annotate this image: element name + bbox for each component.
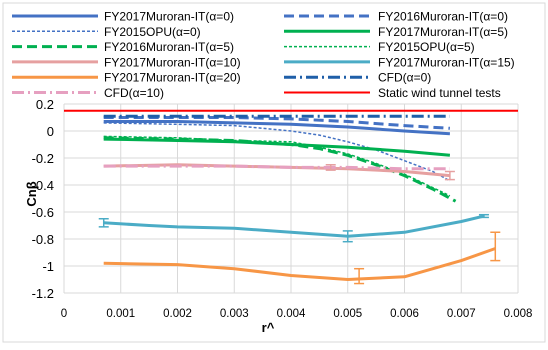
- legend-item: FY2017Muroran-IT(α=5): [284, 25, 508, 39]
- y-tick-label: -1.2: [32, 286, 54, 301]
- legend-label: FY2017Muroran-IT(α=20): [104, 71, 241, 85]
- legend-item: FY2015OPU(α=5): [284, 40, 475, 54]
- x-tick-label: 0.001: [106, 308, 135, 320]
- series-line-5: [103, 135, 451, 197]
- x-tick-label: 0.002: [163, 308, 192, 320]
- x-tick-label: 0: [61, 308, 67, 320]
- y-tick-labels: 0.2 0 -0.2 -0.4 -0.6 -0.8 -1 -1.2: [32, 97, 54, 301]
- x-tick-label: 0.006: [390, 308, 419, 320]
- legend-item: FY2017Muroran-IT(α=0): [12, 10, 234, 24]
- y-tick-label: -0.8: [32, 232, 54, 247]
- series-line-8: [103, 247, 496, 281]
- legend-item: CFD(α=10): [12, 86, 164, 100]
- legend-label: FY2017Muroran-IT(α=5): [378, 25, 508, 39]
- error-bar: [342, 230, 353, 243]
- legend-item: FY2016Muroran-IT(α=0): [284, 10, 508, 24]
- error-bar: [325, 164, 336, 171]
- y-tick-label: 0: [47, 124, 54, 139]
- legend-item: Static wind tunnel tests: [284, 86, 501, 100]
- legend-label: Static wind tunnel tests: [378, 86, 501, 100]
- legend-item: FY2017Muroran-IT(α=10): [12, 55, 241, 69]
- error-bar: [478, 213, 489, 219]
- y-tick-label: 0.2: [36, 97, 54, 112]
- series-line-10: [103, 164, 450, 171]
- series-line-4: [103, 136, 457, 203]
- y-tick-label: -0.2: [32, 151, 54, 166]
- y-tick-label: -1: [42, 259, 54, 274]
- error-bar: [490, 231, 501, 262]
- legend-item: FY2017Muroran-IT(α=20): [12, 71, 241, 85]
- x-tick-label: 0.003: [220, 308, 249, 320]
- y-axis-label: Cnβ: [24, 181, 39, 206]
- x-tick-label: 0.008: [504, 308, 533, 320]
- legend-label: FY2015OPU(α=5): [378, 40, 475, 54]
- series-line-0: [103, 120, 450, 136]
- x-tick-label: 0.004: [277, 308, 306, 320]
- legend-label: FY2017Muroran-IT(α=15): [378, 55, 515, 69]
- legend-item: FY2016Muroran-IT(α=5): [12, 40, 234, 54]
- legend-item: FY2015OPU(α=0): [12, 25, 201, 39]
- error-bar: [354, 267, 365, 285]
- legend-label: CFD(α=10): [104, 86, 164, 100]
- chart-border: [2, 2, 546, 343]
- legend: FY2017Muroran-IT(α=0) FY2016Muroran-IT(α=…: [12, 10, 515, 100]
- y-tick-label: -0.4: [32, 178, 54, 193]
- legend-item: FY2017Muroran-IT(α=15): [284, 55, 515, 69]
- legend-label: CFD(α=0): [378, 71, 431, 85]
- series-line-7: [103, 214, 485, 238]
- error-bar: [444, 170, 455, 181]
- series-line-2: [103, 122, 451, 182]
- legend-item: CFD(α=0): [284, 71, 431, 85]
- series-layer: [64, 109, 518, 281]
- legend-label: FY2015OPU(α=0): [104, 25, 201, 39]
- x-tick-label: 0.007: [447, 308, 476, 320]
- legend-label: FY2016Muroran-IT(α=0): [378, 10, 508, 24]
- error-bar: [98, 218, 109, 228]
- legend-label: FY2016Muroran-IT(α=5): [104, 40, 234, 54]
- legend-label: FY2017Muroran-IT(α=10): [104, 55, 241, 69]
- y-tick-label: -0.6: [32, 205, 54, 220]
- error-bar-layer: [98, 164, 501, 285]
- legend-label: FY2017Muroran-IT(α=0): [104, 10, 234, 24]
- series-line-1: [103, 116, 450, 130]
- x-tick-label: 0.005: [333, 308, 362, 320]
- x-axis-label: r^: [262, 320, 275, 335]
- x-tick-labels: 0 0.001 0.002 0.003 0.004 0.005 0.006 0.007 0.00…: [61, 308, 533, 320]
